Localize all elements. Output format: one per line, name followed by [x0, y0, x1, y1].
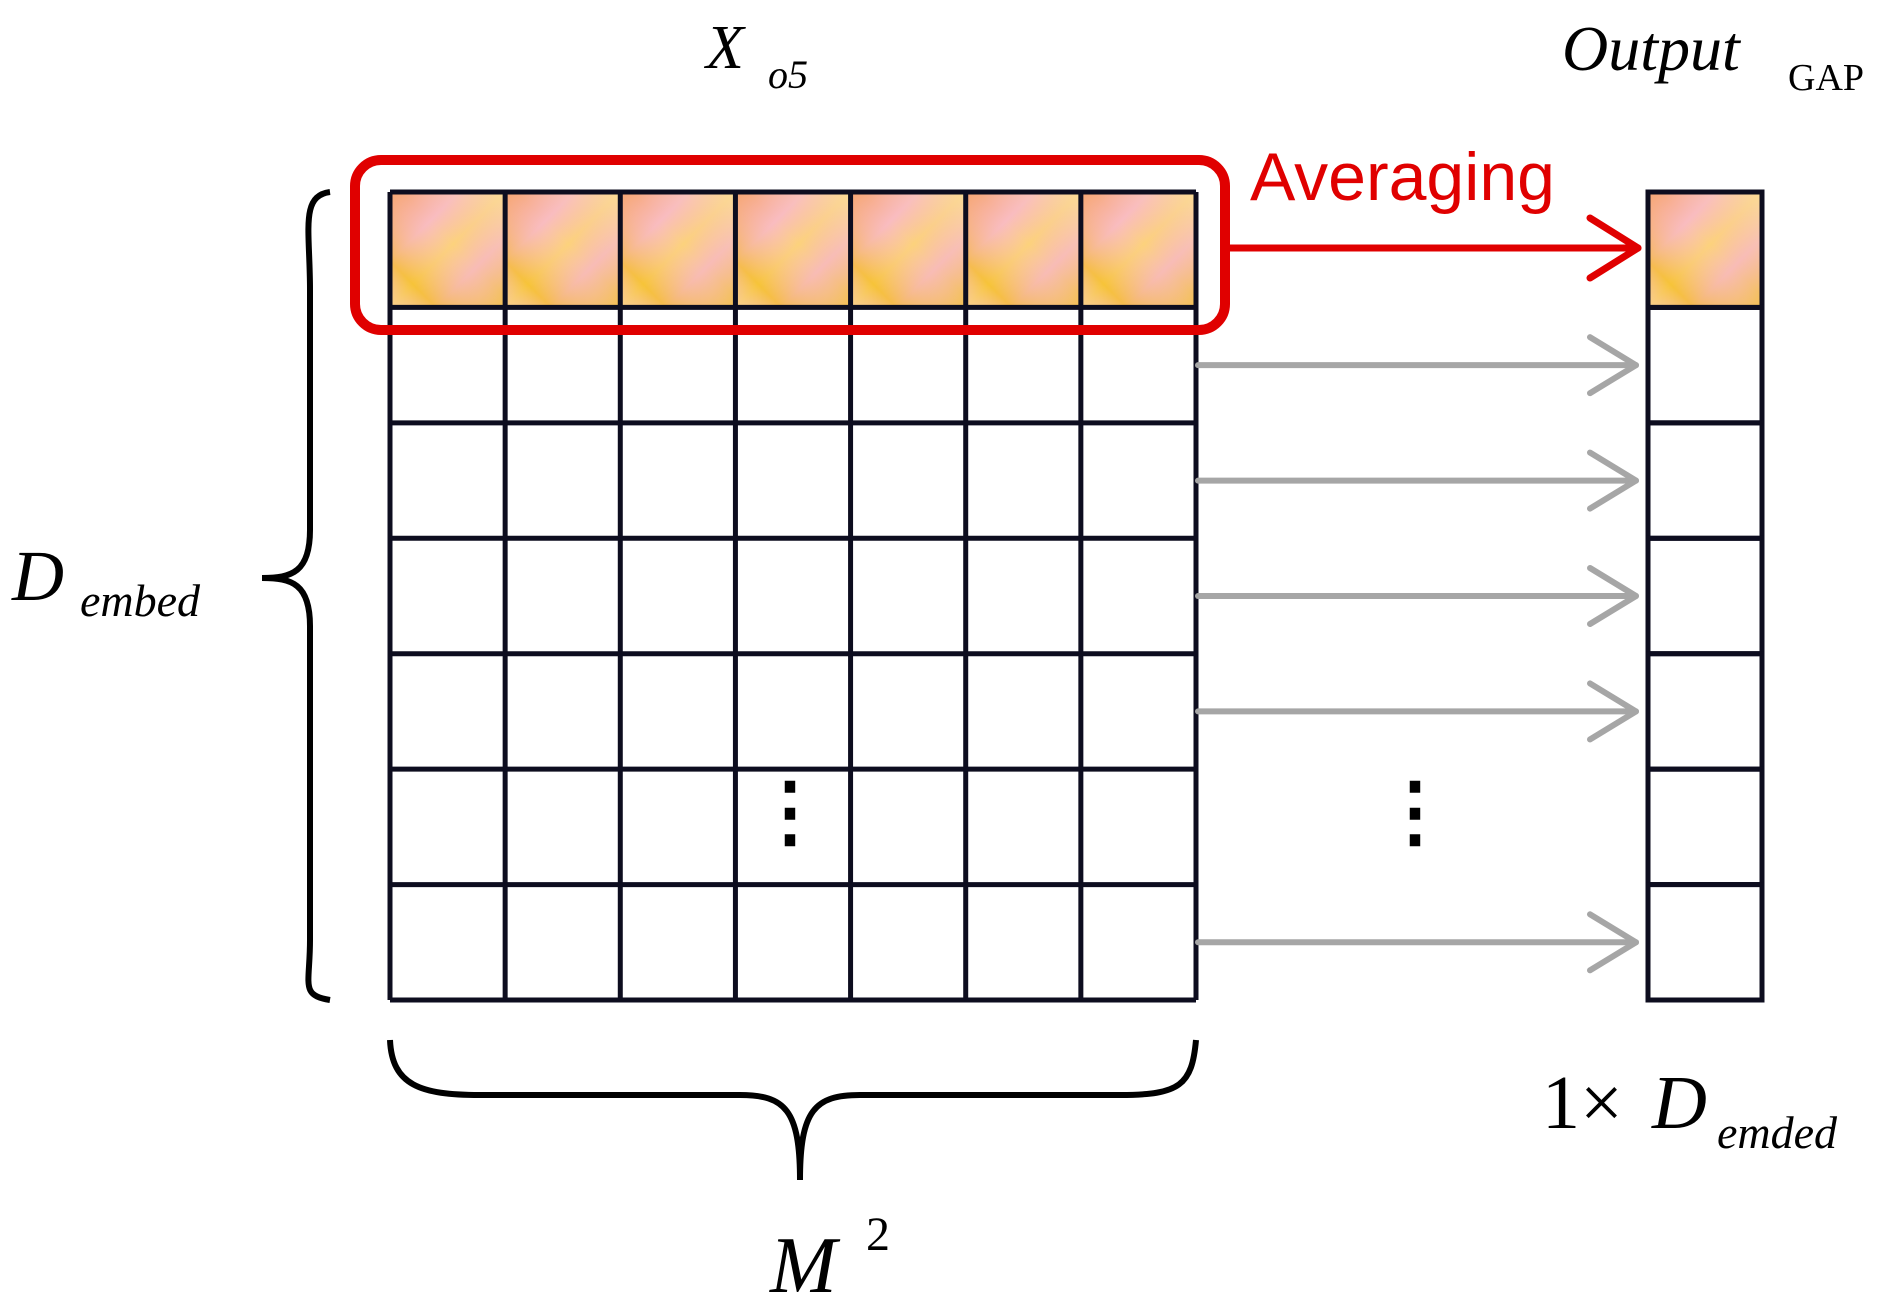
highlighted-cell-sheen: [735, 192, 851, 308]
row-arrow-head: [1587, 334, 1639, 397]
highlighted-cell-sheen: [620, 192, 736, 308]
output-title: Output: [1562, 13, 1742, 84]
output-size-symbol: D: [1651, 1061, 1707, 1145]
embedding-matrix: [387, 189, 1199, 1003]
output-cell: [1645, 535, 1765, 657]
averaging-arrow: [1221, 214, 1642, 282]
output-cell: [1645, 420, 1765, 541]
output-vector: [1645, 189, 1765, 1003]
row-arrows: [1195, 334, 1639, 974]
rows-label-subscript: embed: [80, 575, 201, 626]
columns-label-superscript: 2: [866, 1208, 890, 1261]
columns-label: M: [769, 1222, 841, 1310]
matrix-title: X: [703, 14, 746, 82]
rows-label: D: [11, 536, 64, 616]
highlighted-cell-sheen: [965, 192, 1081, 308]
output-cell: [1645, 304, 1765, 426]
averaging-label: Averaging: [1250, 139, 1555, 215]
row-arrow-head: [1587, 680, 1639, 743]
output-size-label: 1×: [1542, 1061, 1623, 1145]
output-cell: [1645, 882, 1765, 1003]
highlighted-cell-sheen: [505, 192, 621, 308]
output-title-subscript: GAP: [1788, 57, 1864, 99]
rows-brace: [261, 189, 331, 1003]
matrix-title-subscript: o5: [768, 52, 808, 97]
output-size-subscript: emded: [1717, 1107, 1838, 1158]
highlighted-cell-sheen: [1080, 192, 1196, 308]
output-cell: [1645, 766, 1765, 888]
highlighted-cell-sheen: [390, 192, 506, 308]
highlighted-row: [390, 192, 1196, 308]
row-arrow-head: [1587, 911, 1639, 974]
columns-brace: [387, 1039, 1199, 1181]
matrix-ellipsis: ⋮: [751, 768, 829, 855]
row-arrow-head: [1587, 565, 1639, 627]
output-cell: [1645, 651, 1765, 772]
arrows-ellipsis: ⋮: [1376, 768, 1454, 855]
highlighted-cell-sheen: [850, 192, 966, 308]
row-arrow-head: [1587, 449, 1639, 512]
output-cell-averaged-sheen: [1648, 192, 1762, 308]
